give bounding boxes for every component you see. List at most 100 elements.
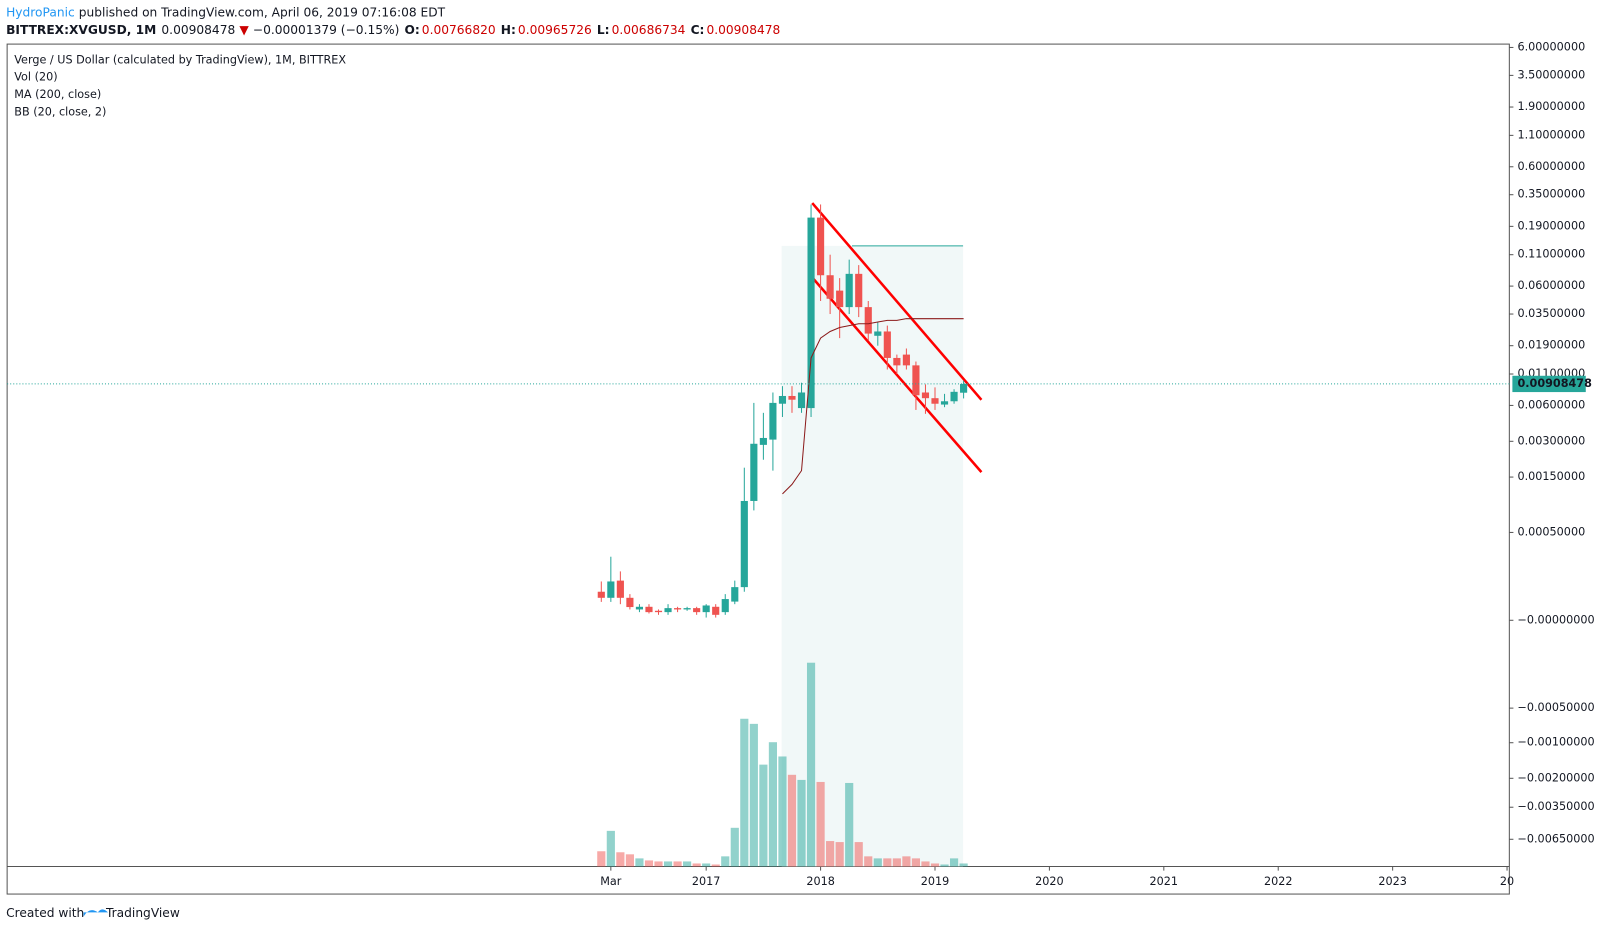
y-tick-label: −0.00200000 — [1517, 771, 1594, 784]
volume-bar — [806, 662, 816, 867]
arrow: ▼ — [239, 22, 249, 36]
candle-body — [759, 437, 767, 445]
c: 0.00908478 — [706, 22, 780, 36]
x-tick-label: 2023 — [1378, 875, 1407, 888]
volume-bar — [959, 863, 968, 867]
volume-bar — [816, 781, 825, 867]
volume-bar — [902, 856, 911, 867]
volume-bar — [597, 851, 606, 867]
volume-bar — [692, 863, 701, 867]
y-tick-label: 1.10000000 — [1517, 128, 1585, 141]
y-tick-label: 0.60000000 — [1517, 160, 1585, 173]
last: 0.00908478 — [161, 22, 235, 36]
candle-body — [921, 392, 930, 399]
ohlc-line: BITTREX:XVGUSD, 1M 0.00908478 ▼ −0.00001379… — [6, 22, 780, 36]
volume-bar — [616, 852, 625, 867]
volume-bar — [949, 858, 959, 867]
legend-item: BB (20, close, 2) — [14, 105, 106, 118]
h-key: H: — [501, 22, 516, 36]
candle-body — [950, 391, 958, 402]
brand[interactable]: TradingView — [105, 906, 180, 920]
y-tick-label: −0.00650000 — [1517, 832, 1594, 845]
candle-body — [797, 392, 806, 409]
candle-body — [940, 401, 949, 405]
volume-bar — [702, 863, 711, 867]
volume-bar — [730, 827, 739, 867]
change: −0.00001379 (−0.15%) — [253, 22, 400, 36]
volume-bar — [654, 861, 663, 867]
header-line: HydroPanic published on TradingView.com, … — [6, 5, 446, 19]
volume-bar — [635, 858, 644, 867]
candle-body — [845, 273, 853, 308]
candle-body — [960, 383, 968, 393]
volume-bar — [778, 756, 787, 867]
volume-bar — [644, 860, 654, 867]
published: published on TradingView.com, April 06, … — [79, 5, 446, 19]
candle-body — [788, 395, 796, 400]
volume-bar — [721, 856, 730, 867]
price-label-box — [1512, 375, 1586, 393]
candle-body — [883, 331, 891, 358]
volume-bar — [883, 858, 892, 867]
candle-body — [769, 402, 777, 440]
y-tick-label: 0.19000000 — [1517, 219, 1585, 232]
l-key: L: — [597, 22, 610, 36]
candle-body — [864, 307, 872, 334]
y-tick-label: −0.00050000 — [1517, 701, 1594, 714]
volume-bar — [606, 830, 615, 867]
candle-body — [674, 608, 682, 610]
y-tick-label: 6.00000000 — [1517, 40, 1585, 53]
y-tick-label: 0.35000000 — [1517, 188, 1585, 201]
footer-text: Created with — [6, 906, 84, 920]
candle-body — [826, 275, 834, 299]
logo — [83, 909, 109, 917]
y-tick-label: 3.50000000 — [1517, 68, 1585, 81]
candle-body — [664, 608, 672, 613]
candle-body — [597, 591, 605, 598]
volume-bar — [759, 764, 768, 867]
ma-line — [782, 318, 964, 495]
candle-body — [912, 365, 920, 396]
trend-line — [811, 202, 983, 401]
candle-body — [902, 354, 910, 366]
volume-bar — [663, 861, 673, 867]
volume-bar — [797, 779, 806, 867]
y-tick-label: 0.00050000 — [1517, 525, 1585, 538]
c-key: C: — [691, 22, 705, 36]
author[interactable]: HydroPanic — [6, 5, 75, 19]
candle-body — [702, 605, 710, 613]
candle-body — [616, 580, 624, 598]
volume-bar — [911, 858, 921, 867]
y-tick-label: 0.11000000 — [1517, 248, 1585, 261]
l: 0.00686734 — [612, 22, 686, 36]
o-key: O: — [404, 22, 419, 36]
volume-bar — [768, 742, 777, 867]
candle-body — [607, 581, 615, 598]
volume-bar — [749, 723, 758, 867]
volume-bar — [787, 774, 797, 867]
h: 0.00965726 — [518, 22, 592, 36]
volume-bar — [683, 861, 692, 867]
x-tick-label: 2019 — [921, 875, 950, 888]
y-tick-label: 0.00150000 — [1517, 470, 1585, 483]
y-tick-label: 0.00300000 — [1517, 434, 1585, 447]
candle-body — [654, 610, 663, 613]
y-tick-label: −0.00100000 — [1517, 736, 1594, 749]
candle-body — [712, 606, 720, 615]
y-tick-label: 0.03500000 — [1517, 307, 1585, 320]
candle-body — [731, 587, 739, 602]
y-tick-label: 0.01900000 — [1517, 339, 1585, 352]
candle-body — [740, 500, 748, 588]
o: 0.00766820 — [422, 22, 496, 36]
x-tick-label: 2021 — [1150, 875, 1179, 888]
volume-bar — [921, 861, 930, 867]
trend-line — [811, 276, 983, 473]
candle-body — [635, 606, 644, 610]
volume-bar — [930, 863, 940, 867]
legend-title: Verge / US Dollar (calculated by Trading… — [14, 53, 346, 66]
y-tick-label: 1.90000000 — [1517, 100, 1585, 113]
x-tick-label: 20 — [1500, 875, 1514, 888]
volume-bar — [711, 864, 720, 867]
candle-body — [874, 331, 882, 336]
